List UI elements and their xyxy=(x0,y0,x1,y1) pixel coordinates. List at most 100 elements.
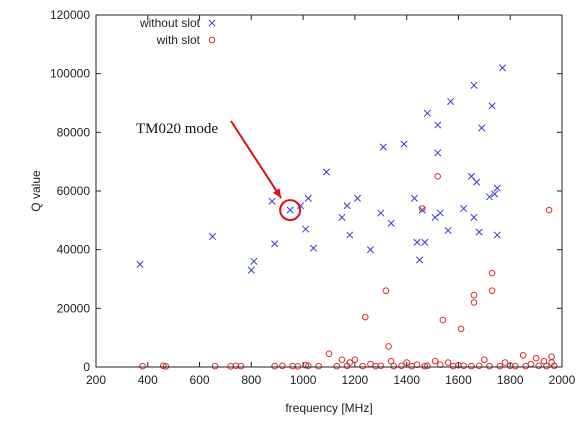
point-with-slot xyxy=(333,362,341,370)
point-without-slot xyxy=(475,228,483,236)
y-tick-label: 40000 xyxy=(57,243,91,257)
point-with-slot xyxy=(139,362,146,370)
marker-stroke xyxy=(434,121,442,129)
point-without-slot xyxy=(473,178,481,186)
point-with-slot xyxy=(431,357,439,365)
point-without-slot xyxy=(400,140,408,148)
point-without-slot xyxy=(250,257,258,265)
point-without-slot xyxy=(493,184,501,192)
point-without-slot xyxy=(346,231,354,239)
point-with-slot xyxy=(211,362,219,370)
marker-stroke xyxy=(302,225,310,233)
point-with-slot xyxy=(325,350,333,358)
point-without-slot xyxy=(460,205,468,213)
marker-stroke xyxy=(309,244,318,252)
point-without-slot xyxy=(136,260,144,268)
marker-stroke xyxy=(247,266,255,274)
point-with-slot xyxy=(237,362,245,370)
marker-stroke xyxy=(473,178,481,186)
marker-stroke xyxy=(387,219,395,227)
point-with-slot xyxy=(543,362,550,370)
plot-marks xyxy=(136,64,558,370)
marker-stroke xyxy=(271,240,279,248)
y-tick-label: 100000 xyxy=(50,67,90,81)
point-without-slot xyxy=(379,143,387,151)
marker-stroke xyxy=(418,206,426,214)
marker-stroke xyxy=(268,197,276,205)
marker-stroke xyxy=(475,228,483,236)
marker-stroke xyxy=(491,190,499,198)
legend-label-with-slot: with slot xyxy=(156,33,201,47)
marker-stroke xyxy=(304,194,312,202)
marker-stroke xyxy=(250,257,258,265)
y-tick-label: 80000 xyxy=(57,125,91,139)
x-tick-label: 1000 xyxy=(290,373,317,387)
point-with-slot xyxy=(382,287,390,295)
x-tick-label: 1800 xyxy=(497,373,524,387)
marker-stroke xyxy=(208,232,217,241)
marker-stroke xyxy=(460,205,468,213)
point-with-slot xyxy=(338,356,346,363)
marker-stroke xyxy=(413,238,421,246)
x-tick-label: 1600 xyxy=(445,373,472,387)
point-with-slot xyxy=(294,363,302,370)
point-with-slot xyxy=(315,362,322,370)
point-with-slot xyxy=(535,362,543,370)
point-with-slot xyxy=(501,359,509,366)
point-with-slot xyxy=(488,269,496,277)
annotation-marks xyxy=(230,120,302,222)
point-without-slot xyxy=(302,225,310,233)
point-with-slot xyxy=(475,362,483,370)
point-without-slot xyxy=(304,194,312,202)
point-with-slot xyxy=(540,357,548,365)
marker-stroke xyxy=(498,64,507,72)
point-with-slot xyxy=(434,173,442,180)
marker-stroke xyxy=(423,109,431,117)
point-without-slot xyxy=(488,102,496,110)
point-without-slot xyxy=(247,266,255,274)
marker-stroke xyxy=(444,227,452,235)
point-without-slot xyxy=(338,213,346,221)
point-without-slot xyxy=(436,209,444,217)
point-without-slot xyxy=(478,124,486,132)
point-without-slot xyxy=(377,209,385,217)
point-without-slot xyxy=(467,172,475,180)
point-without-slot xyxy=(431,213,439,221)
point-without-slot xyxy=(271,240,279,248)
x-tick-label: 800 xyxy=(241,373,261,387)
point-with-slot xyxy=(390,362,398,370)
point-with-slot xyxy=(421,362,429,370)
marker-stroke xyxy=(353,194,362,202)
point-without-slot xyxy=(493,231,501,239)
y-axis-title: Q value xyxy=(29,170,43,212)
point-without-slot xyxy=(309,244,318,252)
point-with-slot xyxy=(418,205,426,212)
point-with-slot xyxy=(486,362,493,370)
marker-stroke xyxy=(377,209,385,217)
marker-stroke xyxy=(410,194,418,202)
marker-stroke xyxy=(322,168,330,176)
marker-stroke xyxy=(366,246,374,254)
legend-label-without-slot: without slot xyxy=(139,16,201,30)
point-with-slot xyxy=(444,359,452,366)
point-with-slot xyxy=(519,351,527,359)
marker-stroke xyxy=(436,209,444,217)
point-with-slot xyxy=(359,362,366,370)
point-without-slot xyxy=(470,213,478,221)
axis-ticks: 200 400 600 800 1000 1200 1400 1600 1800 20000200… xyxy=(50,8,576,387)
y-tick-label: 20000 xyxy=(57,301,91,315)
marker-stroke xyxy=(488,102,496,110)
point-without-slot xyxy=(470,81,478,89)
y-tick-label: 120000 xyxy=(50,8,90,22)
point-with-slot xyxy=(304,362,312,370)
point-with-slot xyxy=(398,362,405,370)
point-with-slot xyxy=(346,359,354,366)
marker-stroke xyxy=(286,206,294,214)
point-without-slot xyxy=(322,168,330,176)
annotation-arrow-line xyxy=(230,120,283,199)
x-tick-label: 1400 xyxy=(393,373,420,387)
point-without-slot xyxy=(353,194,362,202)
legend: without slot with slot xyxy=(139,16,216,47)
marker-stroke xyxy=(447,97,455,106)
